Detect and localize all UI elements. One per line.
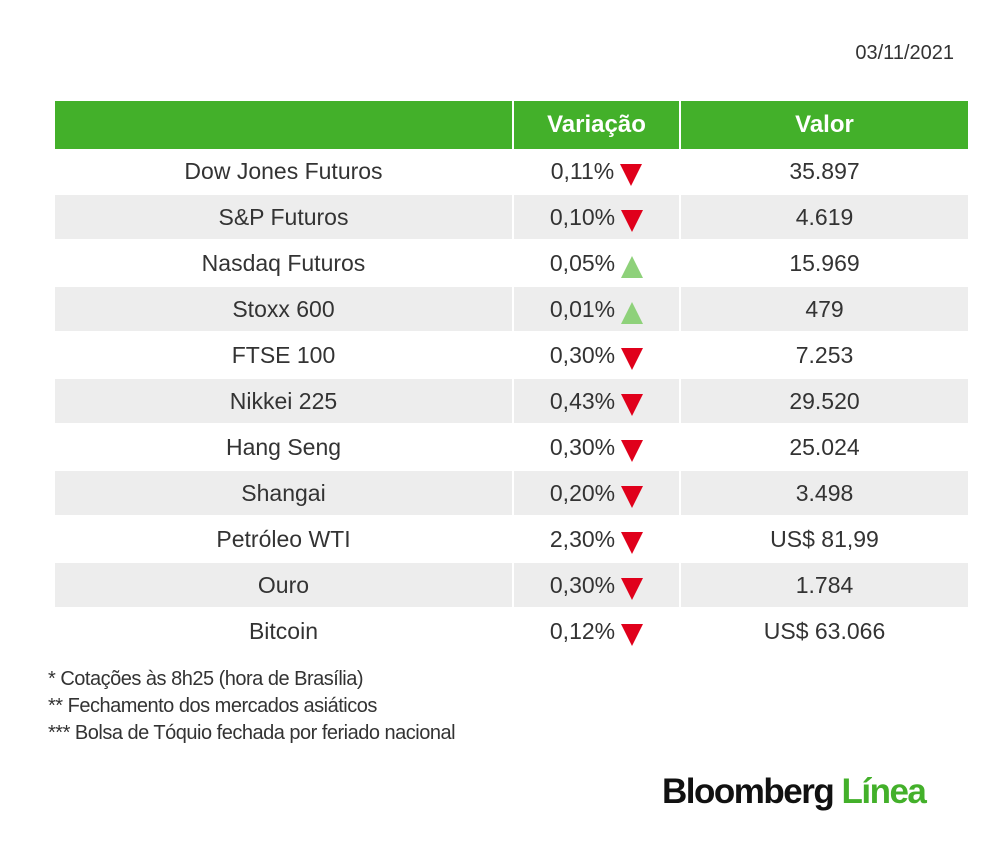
instrument-name: Dow Jones Futuros xyxy=(55,149,514,195)
triangle-down-icon xyxy=(621,624,644,647)
variation: 0,30% xyxy=(549,433,616,460)
variation-cell: 0,30% xyxy=(513,562,681,609)
value: US$ 63.066 xyxy=(680,608,968,655)
variation-cell: 0,20% xyxy=(513,470,681,517)
variation-cell: 0,01% xyxy=(513,286,681,333)
footnote: ** Fechamento dos mercados asiáticos xyxy=(48,695,377,717)
triangle-down-icon xyxy=(621,578,644,601)
instrument-name: Nikkei 225 xyxy=(55,378,514,425)
variation-cell: 0,12% xyxy=(513,608,681,655)
variation: 0,30% xyxy=(549,341,616,368)
logo-text: Bloomberg xyxy=(662,772,835,811)
bloomberg-linea-logo: Bloomberg Línea xyxy=(662,772,927,812)
header-value: Valor xyxy=(680,101,968,149)
date: 03/11/2021 xyxy=(855,42,954,64)
value: 479 xyxy=(680,286,968,333)
variation: 0,10% xyxy=(549,203,616,230)
triangle-down-icon xyxy=(621,348,644,371)
variation: 2,30% xyxy=(549,525,616,552)
table-row: Stoxx 600 0,01% 479 xyxy=(55,286,968,333)
header-variation: Variação xyxy=(513,101,681,149)
logo-text-accent: Línea xyxy=(841,772,926,811)
instrument-name: FTSE 100 xyxy=(55,332,514,379)
variation-cell: 0,43% xyxy=(513,378,681,425)
value: 15.969 xyxy=(680,240,968,287)
variation-cell: 0,11% xyxy=(513,149,681,195)
table-row: Nasdaq Futuros 0,05% 15.969 xyxy=(55,240,968,287)
instrument-name: Petróleo WTI xyxy=(55,516,514,563)
variation-cell: 0,10% xyxy=(513,194,681,241)
table-row: Petróleo WTI 2,30% US$ 81,99 xyxy=(55,516,968,563)
table-row: Shangai 0,20% 3.498 xyxy=(55,470,968,517)
table-row: Bitcoin 0,12% US$ 63.066 xyxy=(55,608,968,655)
table-row: FTSE 100 0,30% 7.253 xyxy=(55,332,968,379)
triangle-down-icon xyxy=(621,440,644,463)
variation: 0,20% xyxy=(549,479,616,506)
variation: 0,30% xyxy=(549,571,616,598)
market-table: Variação Valor Dow Jones Futuros 0,11% 3… xyxy=(55,101,968,655)
instrument-name: S&P Futuros xyxy=(55,194,514,241)
triangle-down-icon xyxy=(620,164,643,187)
instrument-name: Shangai xyxy=(55,470,514,517)
instrument-name: Nasdaq Futuros xyxy=(55,240,514,287)
value: 25.024 xyxy=(680,424,968,471)
variation: 0,11% xyxy=(550,157,615,184)
variation-cell: 0,30% xyxy=(513,332,681,379)
instrument-name: Hang Seng xyxy=(55,424,514,471)
variation-cell: 2,30% xyxy=(513,516,681,563)
variation-cell: 0,05% xyxy=(513,240,681,287)
triangle-up-icon xyxy=(621,302,644,325)
table-row: Ouro 0,30% 1.784 xyxy=(55,562,968,609)
value: 29.520 xyxy=(680,378,968,425)
table-row: Nikkei 225 0,43% 29.520 xyxy=(55,378,968,425)
value: 1.784 xyxy=(680,562,968,609)
triangle-down-icon xyxy=(621,532,644,555)
instrument-name: Bitcoin xyxy=(55,608,514,655)
table-row: Hang Seng 0,30% 25.024 xyxy=(55,424,968,471)
footnote: *** Bolsa de Tóquio fechada por feriado … xyxy=(48,722,456,744)
instrument-name: Stoxx 600 xyxy=(55,286,514,333)
table-row: Dow Jones Futuros 0,11% 35.897 xyxy=(55,149,968,195)
triangle-down-icon xyxy=(621,394,644,417)
value: 7.253 xyxy=(680,332,968,379)
variation: 0,05% xyxy=(549,249,616,276)
value: 35.897 xyxy=(680,149,968,195)
variation: 0,43% xyxy=(549,387,616,414)
value: 4.619 xyxy=(680,194,968,241)
triangle-down-icon xyxy=(621,486,644,509)
value: 3.498 xyxy=(680,470,968,517)
header-name xyxy=(55,101,514,149)
variation: 0,12% xyxy=(549,617,616,644)
triangle-up-icon xyxy=(621,256,644,279)
triangle-down-icon xyxy=(621,210,644,233)
footnotes: * Cotações às 8h25 (hora de Brasília) **… xyxy=(48,666,456,747)
variation: 0,01% xyxy=(549,295,616,322)
instrument-name: Ouro xyxy=(55,562,514,609)
variation-cell: 0,30% xyxy=(513,424,681,471)
footnote: * Cotações às 8h25 (hora de Brasília) xyxy=(48,668,364,690)
table-row: S&P Futuros 0,10% 4.619 xyxy=(55,194,968,241)
value: US$ 81,99 xyxy=(680,516,968,563)
